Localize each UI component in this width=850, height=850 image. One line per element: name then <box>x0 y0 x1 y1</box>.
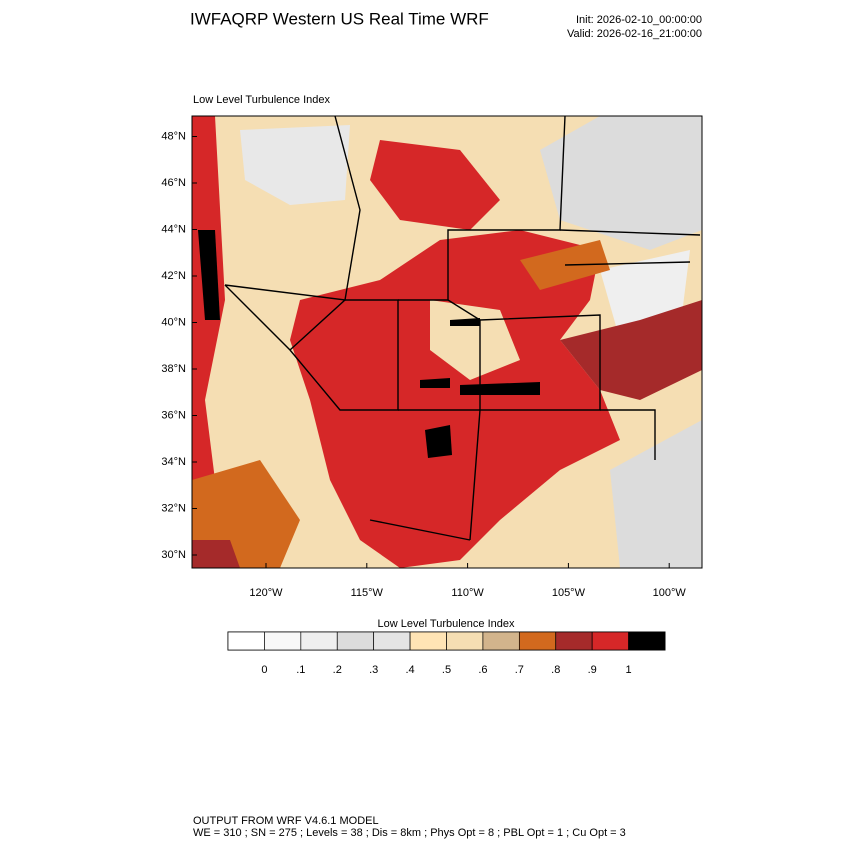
lat-label: 40°N <box>161 316 186 328</box>
lat-label: 42°N <box>161 270 186 282</box>
lat-label: 46°N <box>161 177 186 189</box>
colorbar-box <box>628 631 666 651</box>
colorbar-box <box>227 631 265 651</box>
lat-label: 38°N <box>161 363 186 375</box>
init-time: Init: 2026-02-10_00:00:00 <box>576 14 702 26</box>
colorbar-box <box>373 631 411 651</box>
map-frame <box>191 115 703 569</box>
colorbar-tick-label: .7 <box>515 664 524 676</box>
colorbar-tick-label: .4 <box>405 664 414 676</box>
colorbar-tick-label: .1 <box>296 664 305 676</box>
colorbar-tick-label: .5 <box>442 664 451 676</box>
colorbar-tick-label: 0 <box>261 664 267 676</box>
colorbar-tick-label: .9 <box>588 664 597 676</box>
lon-label: 115°W <box>351 587 384 599</box>
lon-label: 105°W <box>552 587 586 599</box>
colorbar-box <box>555 631 593 651</box>
colorbar-box <box>482 631 520 651</box>
footer-line: WE = 310 ; SN = 275 ; Levels = 38 ; Dis … <box>193 827 626 839</box>
lat-label: 48°N <box>161 130 186 142</box>
colorbar-box <box>300 631 338 651</box>
colorbar-tick-label: 1 <box>626 664 632 676</box>
lat-label: 34°N <box>161 456 186 468</box>
lat-label: 32°N <box>161 502 186 514</box>
colorbar-tick-label: .6 <box>478 664 487 676</box>
colorbar-box <box>264 631 302 651</box>
footer-line: OUTPUT FROM WRF V4.6.1 MODEL <box>193 815 379 827</box>
colorbar-tick-label: .8 <box>551 664 560 676</box>
lat-label: 44°N <box>161 223 186 235</box>
map-field <box>192 116 702 568</box>
colorbar-box <box>409 631 447 651</box>
title: IWFAQRP Western US Real Time WRF <box>190 9 489 28</box>
colorbar-tick-label: .3 <box>369 664 378 676</box>
colorbar-box <box>518 631 557 651</box>
colorbar-box <box>336 631 375 651</box>
lat-label: 30°N <box>161 549 186 561</box>
lon-label: 120°W <box>249 587 283 599</box>
colorbar-tick-label: .2 <box>333 664 342 676</box>
lon-label: 110°W <box>451 587 484 599</box>
colorbar-box <box>591 631 629 651</box>
colorbar-title: Low Level Turbulence Index <box>378 618 515 630</box>
valid-time: Valid: 2026-02-16_21:00:00 <box>567 28 702 40</box>
colorbar-box <box>446 631 484 651</box>
lon-label: 100°W <box>653 587 687 599</box>
lat-label: 36°N <box>161 409 186 421</box>
map-subtitle: Low Level Turbulence Index <box>193 94 330 106</box>
